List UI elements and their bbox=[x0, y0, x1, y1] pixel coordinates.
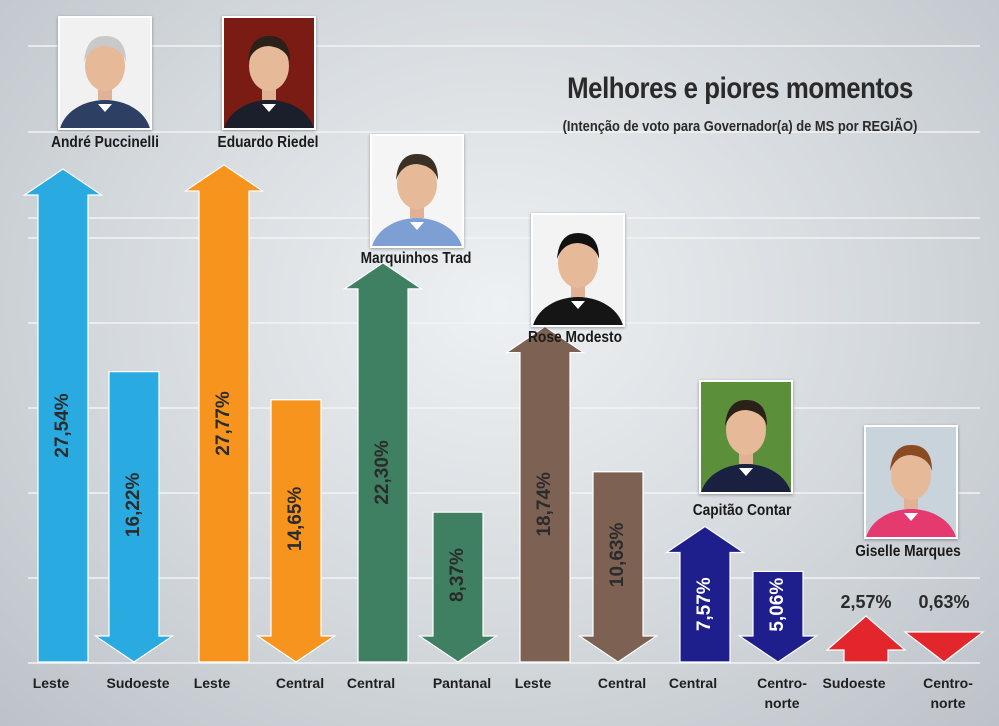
candidate-name: Eduardo Riedel bbox=[217, 134, 319, 151]
candidate-photo bbox=[370, 134, 464, 248]
candidate-name: Capitão Contar bbox=[692, 502, 792, 519]
candidate-name: Rose Modesto bbox=[527, 329, 623, 346]
bar-value-label: 7,57% bbox=[694, 577, 715, 631]
bars bbox=[22, 164, 985, 663]
region-label: Central bbox=[669, 675, 717, 691]
region-label: Centro- bbox=[923, 675, 973, 691]
gridlines bbox=[28, 45, 980, 664]
bar-value-label: 5,06% bbox=[767, 578, 788, 632]
candidate-photo bbox=[531, 213, 625, 327]
region-label: norte bbox=[765, 695, 800, 711]
region-label: Leste bbox=[194, 675, 231, 691]
bar-arrow bbox=[825, 615, 907, 663]
bar-value-label: 18,74% bbox=[534, 472, 555, 537]
bar-arrow bbox=[255, 399, 337, 663]
region-label: Centro- bbox=[757, 675, 807, 691]
bar-value-label: 0,63% bbox=[918, 592, 969, 612]
candidate-photo bbox=[58, 16, 152, 130]
region-label: Pantanal bbox=[433, 675, 491, 691]
value-labels: 27,54% 16,22% 27,77% 14,65% 22,30% 8,37% 18,74… bbox=[52, 391, 970, 632]
bar-arrow bbox=[342, 262, 424, 663]
bar-value-label: 10,63% bbox=[607, 523, 628, 588]
bar-arrow bbox=[22, 168, 104, 663]
bar-arrow bbox=[903, 631, 985, 663]
candidate-photo bbox=[864, 425, 958, 539]
bar-arrow bbox=[417, 511, 499, 663]
candidate-name: André Puccinelli bbox=[51, 134, 159, 151]
bar-value-label: 16,22% bbox=[123, 473, 144, 538]
bar-value-label: 2,57% bbox=[840, 592, 891, 612]
bar-arrow bbox=[664, 525, 746, 663]
bar-arrow bbox=[577, 471, 659, 663]
region-labels: Leste Sudoeste Leste Central Central Pantanal… bbox=[33, 675, 974, 711]
bar-arrow bbox=[737, 570, 819, 663]
candidate-name: Marquinhos Trad bbox=[360, 250, 472, 267]
chart-subtitle: (Intenção de voto para Governador(a) de … bbox=[562, 118, 918, 135]
region-label: Central bbox=[347, 675, 395, 691]
chart-title: Melhores e piores momentos bbox=[567, 72, 913, 105]
bar-arrow bbox=[504, 325, 586, 663]
bar-value-label: 8,37% bbox=[447, 548, 468, 602]
region-label: norte bbox=[931, 695, 966, 711]
candidate-photo bbox=[222, 16, 316, 130]
bar-value-label: 27,54% bbox=[52, 393, 73, 458]
bar-value-label: 22,30% bbox=[372, 440, 393, 505]
region-label: Central bbox=[276, 675, 324, 691]
region-label: Central bbox=[598, 675, 646, 691]
region-label: Sudoeste bbox=[822, 675, 885, 691]
candidate-name: Giselle Marques bbox=[855, 543, 961, 560]
candidate-photo bbox=[699, 380, 793, 494]
bar-value-label: 14,65% bbox=[285, 487, 306, 552]
region-label: Leste bbox=[33, 675, 70, 691]
region-label: Sudoeste bbox=[106, 675, 169, 691]
bar-arrow bbox=[183, 164, 265, 663]
bar-value-label: 27,77% bbox=[213, 391, 234, 456]
bar-arrow bbox=[93, 371, 175, 663]
region-label: Leste bbox=[515, 675, 552, 691]
